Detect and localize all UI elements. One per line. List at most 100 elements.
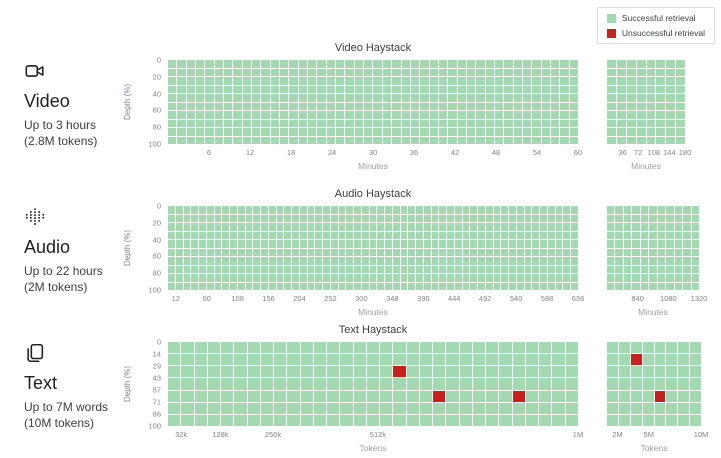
successful-retrieval-cell: [607, 136, 616, 144]
modality-tokens: (2.8M tokens): [24, 134, 98, 149]
successful-retrieval-cell: [183, 214, 191, 222]
successful-retrieval-cell: [462, 248, 470, 256]
successful-retrieval-cell: [307, 274, 315, 282]
successful-retrieval-cell: [466, 68, 476, 76]
successful-retrieval-cell: [199, 274, 206, 282]
successful-retrieval-cell: [416, 282, 423, 290]
successful-retrieval-cell: [369, 274, 377, 282]
successful-retrieval-cell: [221, 414, 234, 426]
successful-retrieval-cell: [560, 60, 569, 68]
successful-retrieval-cell: [438, 77, 448, 85]
successful-retrieval-cell: [607, 265, 615, 273]
successful-retrieval-cell: [326, 128, 336, 136]
successful-retrieval-cell: [261, 136, 270, 144]
successful-retrieval-cell: [494, 111, 504, 119]
successful-retrieval-cell: [565, 366, 578, 378]
successful-retrieval-cell: [691, 265, 699, 273]
successful-retrieval-cell: [261, 206, 268, 214]
successful-retrieval-cell: [323, 257, 330, 265]
successful-retrieval-cell: [330, 240, 338, 248]
successful-retrieval-cell: [656, 77, 666, 85]
successful-retrieval-cell: [274, 390, 287, 402]
successful-retrieval-cell: [261, 274, 268, 282]
successful-retrieval-cell: [261, 60, 270, 68]
successful-retrieval-cell: [289, 60, 298, 68]
successful-retrieval-cell: [207, 366, 221, 378]
successful-retrieval-cell: [242, 68, 252, 76]
successful-retrieval-cell: [571, 282, 578, 290]
successful-retrieval-cell: [175, 265, 183, 273]
x-tick-label: 108: [647, 148, 661, 157]
successful-retrieval-cell: [607, 402, 618, 414]
successful-retrieval-cell: [539, 402, 552, 414]
successful-retrieval-cell: [261, 257, 268, 265]
successful-retrieval-cell: [364, 111, 373, 119]
successful-retrieval-cell: [292, 240, 299, 248]
successful-retrieval-cell: [313, 342, 327, 354]
successful-retrieval-cell: [369, 231, 377, 239]
successful-retrieval-cell: [616, 128, 626, 136]
successful-retrieval-cell: [478, 231, 485, 239]
successful-retrieval-cell: [382, 94, 392, 102]
successful-retrieval-cell: [438, 111, 448, 119]
successful-retrieval-cell: [466, 111, 476, 119]
successful-retrieval-cell: [330, 214, 338, 222]
x-axis-label: Minutes: [358, 161, 388, 171]
successful-retrieval-cell: [513, 102, 522, 110]
successful-retrieval-cell: [221, 390, 234, 402]
successful-retrieval-cell: [237, 282, 245, 290]
successful-retrieval-cell: [276, 231, 284, 239]
successful-retrieval-cell: [224, 136, 233, 144]
successful-retrieval-cell: [649, 231, 657, 239]
successful-retrieval-cell: [674, 214, 683, 222]
successful-retrieval-cell: [242, 136, 252, 144]
successful-retrieval-cell: [615, 206, 623, 214]
successful-retrieval-cell: [261, 265, 268, 273]
successful-retrieval-cell: [186, 60, 196, 68]
successful-retrieval-cell: [252, 102, 261, 110]
successful-retrieval-cell: [691, 206, 699, 214]
y-axis-ticks: 0 14 29 43 57 71 86 100: [138, 338, 161, 431]
successful-retrieval-cell: [410, 60, 420, 68]
successful-retrieval-cell: [509, 206, 516, 214]
successful-retrieval-cell: [657, 214, 666, 222]
successful-retrieval-cell: [532, 240, 540, 248]
successful-retrieval-cell: [674, 248, 683, 256]
successful-retrieval-cell: [364, 119, 373, 127]
successful-retrieval-cell: [420, 85, 429, 93]
successful-retrieval-cell: [476, 77, 485, 85]
successful-retrieval-cell: [326, 136, 336, 144]
successful-retrieval-cell: [524, 206, 532, 214]
successful-retrieval-cell: [287, 366, 300, 378]
successful-retrieval-cell: [504, 94, 513, 102]
successful-retrieval-cell: [657, 223, 666, 231]
successful-retrieval-cell: [649, 265, 657, 273]
successful-retrieval-cell: [168, 94, 177, 102]
successful-retrieval-cell: [366, 378, 380, 390]
y-tick-label: 0: [156, 201, 161, 211]
successful-retrieval-cell: [504, 102, 513, 110]
successful-retrieval-cell: [401, 85, 410, 93]
successful-retrieval-cell: [623, 282, 632, 290]
successful-retrieval-cell: [336, 119, 345, 127]
successful-retrieval-cell: [683, 240, 691, 248]
successful-retrieval-cell: [690, 366, 701, 378]
successful-retrieval-cell: [338, 240, 346, 248]
successful-retrieval-cell: [552, 402, 565, 414]
successful-retrieval-cell: [194, 354, 207, 366]
successful-retrieval-cell: [640, 223, 649, 231]
successful-retrieval-cell: [313, 390, 327, 402]
successful-retrieval-cell: [416, 274, 423, 282]
successful-retrieval-cell: [472, 402, 486, 414]
y-tick-label: 14: [152, 349, 161, 359]
successful-retrieval-cell: [626, 68, 636, 76]
successful-retrieval-cell: [214, 60, 224, 68]
successful-retrieval-cell: [214, 274, 222, 282]
successful-retrieval-cell: [327, 366, 340, 378]
successful-retrieval-cell: [420, 136, 429, 144]
successful-retrieval-cell: [454, 206, 462, 214]
successful-retrieval-cell: [555, 214, 563, 222]
successful-retrieval-cell: [382, 77, 392, 85]
successful-retrieval-cell: [525, 402, 539, 414]
successful-retrieval-cell: [326, 77, 336, 85]
